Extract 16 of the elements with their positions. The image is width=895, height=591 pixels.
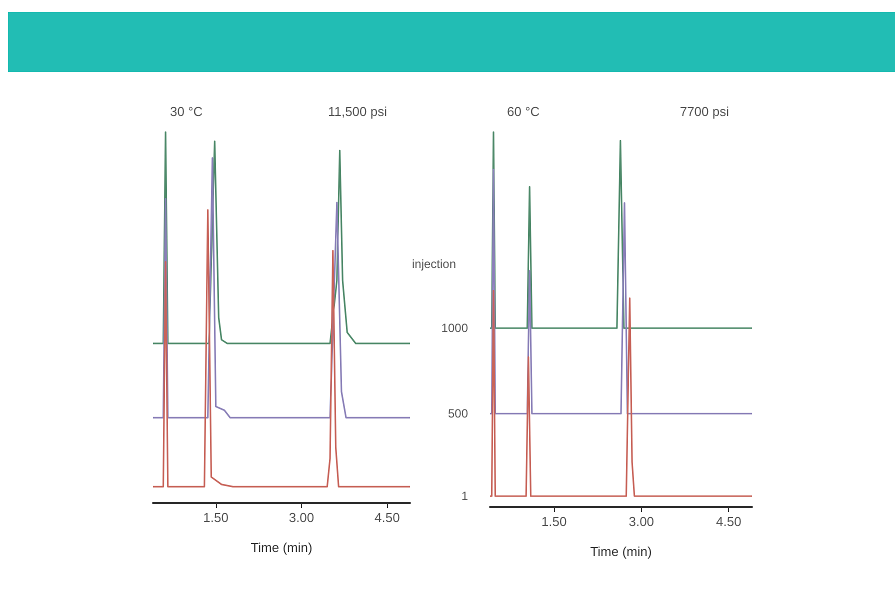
x-axis-title: Time (min) — [250, 540, 312, 555]
x-tick-label: 4.50 — [716, 514, 742, 529]
x-axis-title: Time (min) — [590, 544, 652, 559]
legend-title: injection — [412, 257, 456, 271]
series-label: 500 — [448, 406, 468, 421]
chart-subtitle: 11,500 psi — [328, 104, 388, 119]
x-tick-label: 1.50 — [541, 514, 567, 529]
x-tick-label: 4.50 — [374, 510, 400, 525]
x-tick-label: 3.00 — [628, 514, 654, 529]
chart-title: 60 °C — [507, 104, 540, 119]
x-tick-label: 1.50 — [203, 510, 228, 525]
chart-title: 30 °C — [170, 104, 203, 119]
series-label: 1 — [461, 489, 468, 504]
chart-subtitle: 7700 psi — [680, 104, 730, 119]
series-label: 1000 — [441, 321, 468, 336]
x-tick-label: 3.00 — [288, 510, 314, 525]
